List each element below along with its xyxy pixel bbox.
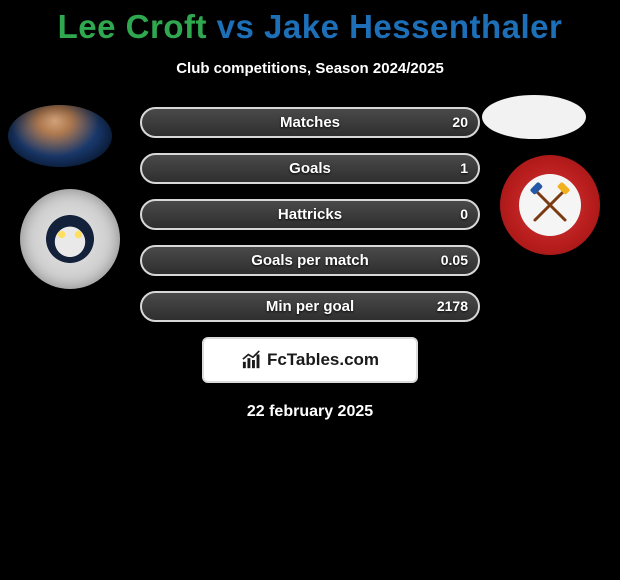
player1-name: Lee Croft: [58, 8, 207, 45]
owl-icon: [42, 211, 98, 267]
stat-right-value: 1: [460, 155, 468, 182]
chart-icon: [241, 350, 263, 370]
stat-label: Goals per match: [142, 247, 478, 274]
comparison-panel: Matches20 Goals1 Hattricks0 Goals per match…: [0, 107, 620, 421]
player2-club-badge: [500, 155, 600, 255]
stat-row: Hattricks0: [140, 199, 480, 230]
stat-label: Min per goal: [142, 293, 478, 320]
stat-label: Matches: [142, 109, 478, 136]
stat-row: Goals1: [140, 153, 480, 184]
stat-right-value: 0: [460, 201, 468, 228]
stat-row: Min per goal2178: [140, 291, 480, 322]
player1-club-badge: [20, 189, 120, 289]
stat-row: Goals per match0.05: [140, 245, 480, 276]
stat-row: Matches20: [140, 107, 480, 138]
vs-text: vs: [217, 8, 255, 45]
stat-label: Goals: [142, 155, 478, 182]
page-title: Lee Croft vs Jake Hessenthaler: [0, 0, 620, 46]
player2-name: Jake Hessenthaler: [264, 8, 562, 45]
stat-right-value: 2178: [437, 293, 468, 320]
player2-avatar: [482, 95, 586, 139]
brand-text: FcTables.com: [267, 350, 379, 370]
stats-list: Matches20 Goals1 Hattricks0 Goals per match…: [140, 107, 480, 322]
hammers-icon: [519, 174, 581, 236]
stat-right-value: 20: [452, 109, 468, 136]
brand-badge[interactable]: FcTables.com: [202, 337, 418, 383]
subtitle: Club competitions, Season 2024/2025: [0, 60, 620, 77]
stat-right-value: 0.05: [441, 247, 468, 274]
footer-date: 22 february 2025: [0, 403, 620, 421]
stat-label: Hattricks: [142, 201, 478, 228]
player1-avatar: [8, 105, 112, 167]
